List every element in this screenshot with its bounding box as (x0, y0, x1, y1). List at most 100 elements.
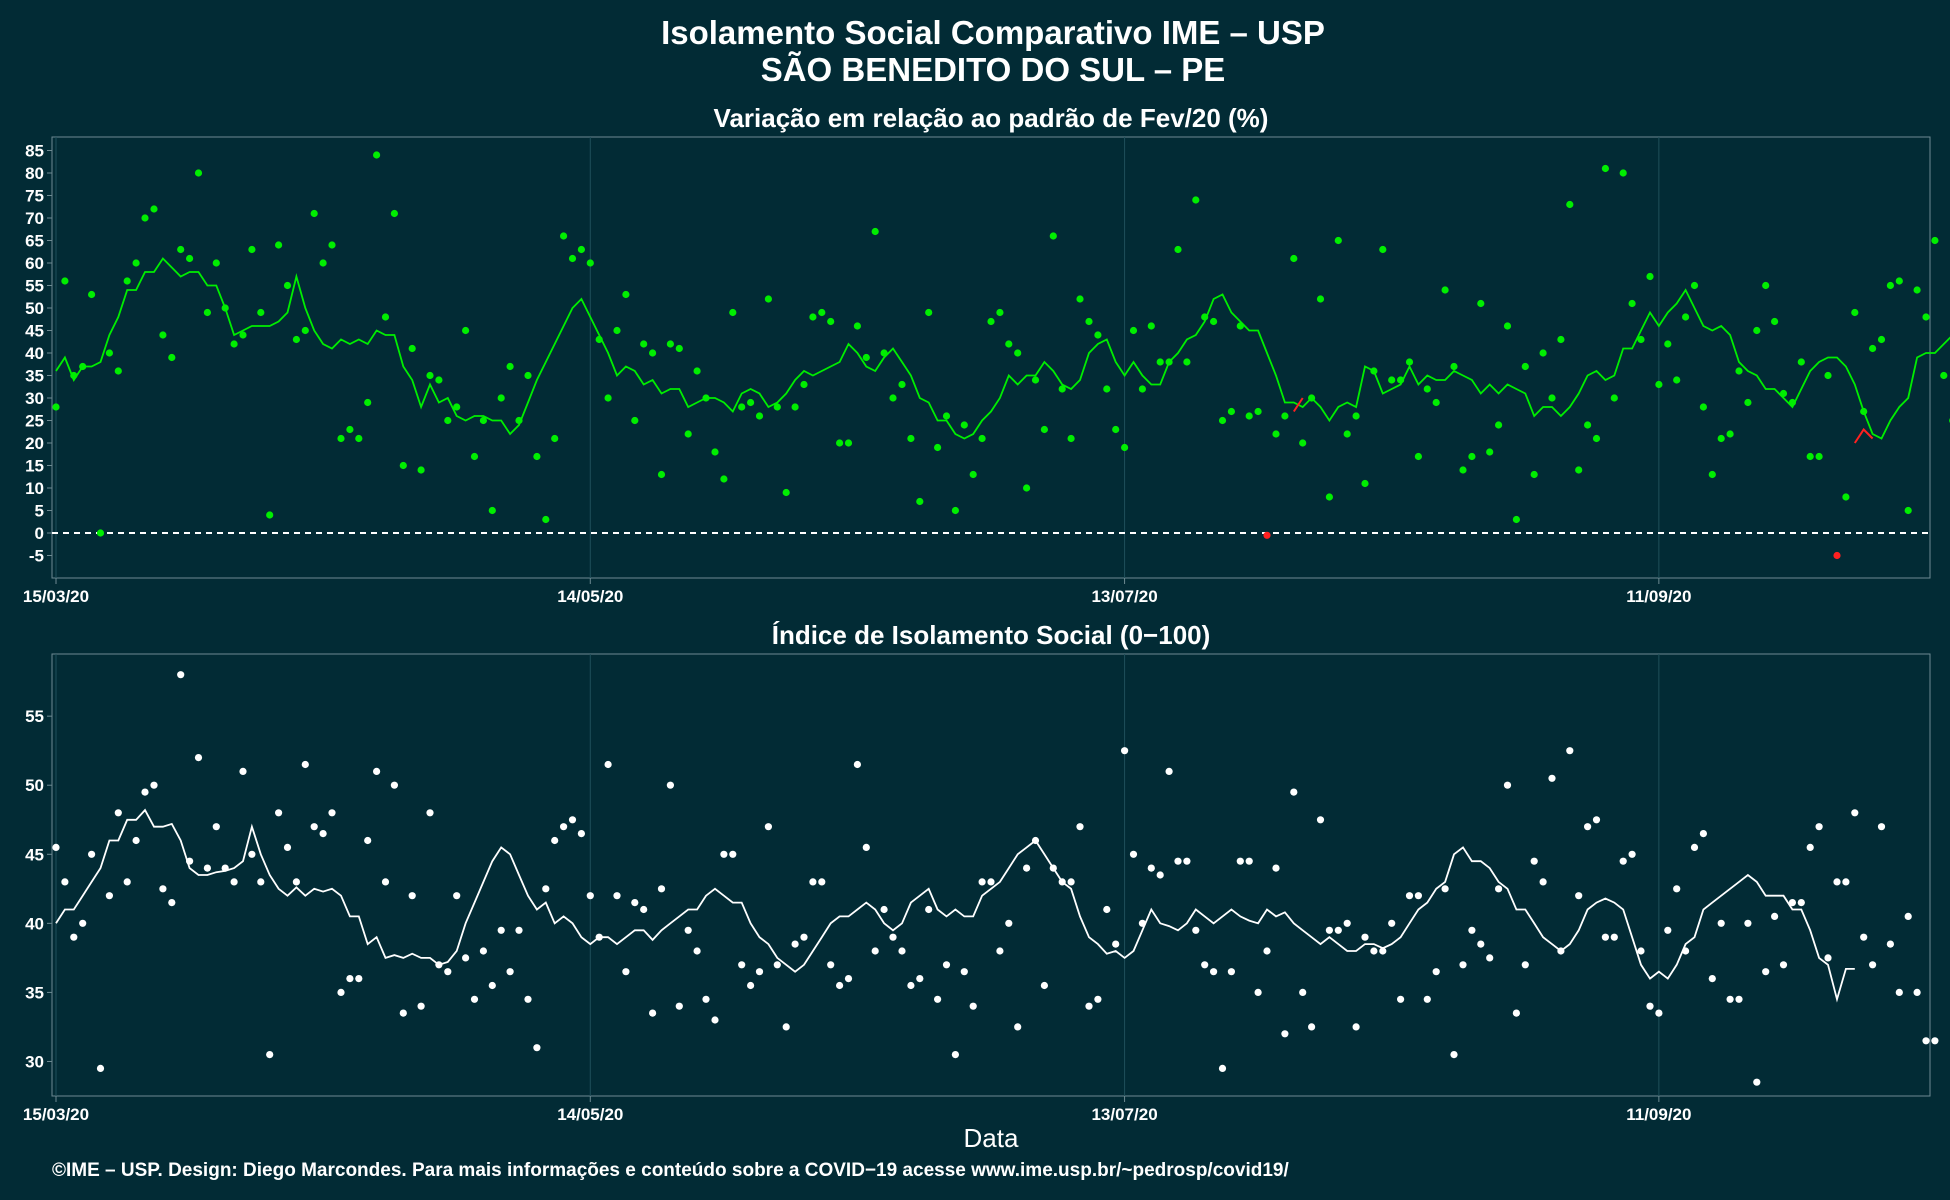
data-point (1121, 747, 1129, 755)
data-point (515, 926, 523, 934)
data-point (818, 308, 826, 317)
data-point (292, 335, 300, 344)
data-point (1584, 823, 1592, 831)
data-point (809, 313, 817, 321)
data-point (1281, 1030, 1289, 1038)
data-point (898, 380, 906, 389)
moving-average-line (55, 257, 1950, 440)
data-point (542, 515, 550, 524)
data-point (444, 968, 452, 976)
data-point (301, 326, 309, 335)
data-point (1895, 277, 1903, 285)
data-point (1281, 412, 1289, 420)
data-point (568, 816, 577, 824)
data-point (800, 933, 808, 941)
data-point (693, 947, 701, 955)
x-tick-label: 15/03/20 (23, 1105, 89, 1124)
data-point (1147, 864, 1155, 872)
data-point (657, 885, 666, 893)
data-point (649, 1009, 657, 1017)
data-point (355, 975, 363, 983)
data-point (177, 671, 185, 679)
data-point (1210, 968, 1218, 976)
data-point (622, 968, 630, 976)
data-point (1477, 299, 1485, 308)
data-point (1735, 367, 1743, 375)
data-point (1094, 995, 1102, 1003)
y-tick-label: 45 (25, 845, 44, 864)
data-point (381, 313, 390, 321)
data-point (827, 961, 835, 969)
data-point (1218, 1064, 1227, 1072)
data-point (1450, 1051, 1458, 1059)
data-point (1824, 954, 1832, 962)
data-point (675, 344, 683, 353)
data-point (1272, 430, 1280, 438)
data-point (560, 232, 568, 240)
data-point (426, 809, 434, 817)
data-point (934, 995, 942, 1003)
data-point (1601, 164, 1609, 173)
data-point (782, 1023, 790, 1031)
data-point (551, 836, 559, 845)
data-point (212, 823, 220, 831)
data-point (1913, 988, 1921, 997)
data-point (1343, 919, 1351, 927)
x-tick-label: 11/09/20 (1626, 587, 1691, 606)
data-point (871, 947, 879, 955)
data-point (747, 981, 755, 990)
main-title-line1: Isolamento Social Comparativo IME – USP (661, 14, 1325, 51)
data-point (1521, 961, 1529, 969)
data-point (1468, 452, 1476, 461)
data-point (1174, 245, 1182, 254)
data-point (1192, 196, 1200, 204)
data-point (479, 416, 487, 425)
data-point (1388, 376, 1396, 384)
data-point (319, 830, 327, 838)
data-point (1619, 169, 1627, 177)
y-tick-label: 35 (25, 367, 44, 386)
data-point (1352, 1023, 1360, 1031)
data-point (1708, 470, 1716, 479)
x-tick-label: 14/05/20 (557, 1105, 623, 1124)
data-point (729, 308, 737, 317)
data-point (1877, 823, 1886, 831)
data-point (1192, 926, 1200, 934)
data-point (1112, 425, 1120, 434)
data-point (470, 452, 479, 461)
data-point (960, 968, 968, 976)
data-point (1744, 398, 1752, 407)
data-point (1423, 995, 1431, 1003)
data-point (1806, 843, 1814, 852)
data-point (1316, 816, 1325, 824)
data-point (1477, 940, 1485, 948)
data-point (248, 245, 256, 254)
data-point (1548, 394, 1556, 402)
data-point (1824, 371, 1832, 380)
data-point (141, 788, 149, 796)
data-point (916, 975, 924, 983)
data-point (70, 933, 78, 941)
data-point (1352, 412, 1360, 420)
data-point (426, 371, 434, 380)
data-point (1619, 857, 1627, 865)
data-point (1904, 912, 1912, 921)
data-point (1753, 326, 1761, 335)
data-point (52, 403, 60, 411)
data-point (684, 430, 692, 438)
data-point (1762, 968, 1770, 976)
data-point (577, 245, 586, 254)
data-point (1592, 434, 1601, 443)
data-point (1379, 947, 1387, 955)
data-point (1771, 912, 1779, 921)
data-point (1931, 236, 1939, 245)
data-point (720, 475, 728, 483)
data-point (1717, 434, 1725, 443)
data-point (560, 823, 568, 831)
data-point (853, 760, 862, 769)
data-point (88, 850, 96, 858)
data-point (1405, 892, 1414, 900)
main-title-line2: SÃO BENEDITO DO SUL – PE (761, 51, 1226, 88)
data-point (1904, 506, 1912, 515)
data-point (1129, 850, 1138, 858)
